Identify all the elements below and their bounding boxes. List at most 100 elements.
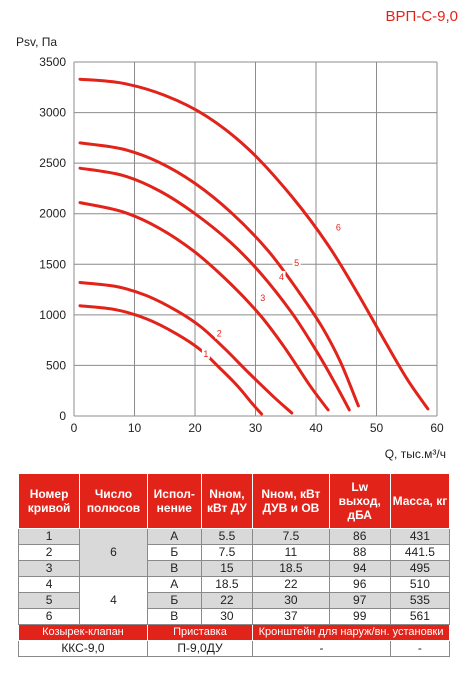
cell-power-duv: 11 [252, 544, 330, 561]
cell-power-duv: 30 [252, 592, 330, 609]
curve-label: 6 [336, 222, 341, 232]
x-ticks: 0 10 20 30 40 50 60 [71, 421, 444, 435]
curves [78, 77, 430, 416]
cell-execution: В [146, 560, 202, 577]
y-tick-label: 3000 [39, 106, 66, 120]
cell-mass: 561 [389, 608, 451, 625]
x-tick-label: 20 [188, 421, 202, 435]
cell-power-du: 30 [200, 608, 254, 625]
cell-power-duv: 22 [252, 576, 330, 593]
grid [73, 61, 438, 417]
cell-lw: 97 [328, 592, 391, 609]
table-header-row: Номер кривой Число полюсов Испол-нение N… [17, 473, 451, 529]
cell-curve: 5 [17, 592, 81, 609]
curve-2 [78, 281, 294, 415]
curve-label-bg [201, 347, 210, 359]
cell-curve: 6 [17, 608, 81, 625]
x-axis-label: Q, тыс.м³/ч [385, 447, 446, 461]
curve-label-bg [334, 221, 343, 233]
cell-lw: 86 [328, 528, 391, 545]
cell-power-duv: 18.5 [252, 560, 330, 577]
y-tick-label: 0 [59, 409, 66, 423]
cell-lw: 94 [328, 560, 391, 577]
curve-label: 3 [260, 293, 265, 303]
cell-lw: 96 [328, 576, 391, 593]
accessory-header-valve: Козырек-клапан [18, 624, 148, 641]
curve-label-bg [277, 270, 286, 282]
y-tick-label: 2000 [39, 207, 66, 221]
curve-label: 1 [203, 349, 208, 359]
curve-label: 2 [217, 329, 222, 339]
curve-label-bg [215, 327, 224, 339]
x-tick-label: 0 [71, 421, 78, 435]
header-lw: Lw выход, дБА [328, 473, 391, 529]
header-power-duv-ov: Nном, кВт ДУВ и ОВ [252, 473, 330, 529]
cell-power-duv: 37 [252, 608, 330, 625]
y-tick-label: 500 [46, 358, 66, 372]
cell-poles: 4 [79, 576, 148, 625]
cell-power-du: 7.5 [200, 544, 254, 561]
table-row: 2 Б 7.5 11 88 441.5 [17, 544, 451, 561]
cell-execution: Б [146, 592, 202, 609]
curve-labels: 12 3 45 6 [201, 221, 343, 359]
cell-mass: 441.5 [389, 544, 451, 561]
header-curve-number: Номер кривой [17, 473, 81, 529]
table-row: 3 В 15 18.5 94 495 [17, 560, 451, 577]
cell-lw: 99 [328, 608, 391, 625]
y-tick-label: 1000 [39, 308, 66, 322]
curve-3 [78, 201, 330, 412]
table-row: 6 В 30 37 99 561 [17, 608, 451, 625]
curve-label: 5 [294, 258, 299, 268]
table-row: 1 6 А 5.5 7.5 86 431 [17, 528, 451, 577]
y-tick-label: 2500 [39, 156, 66, 170]
cell-execution: Б [146, 544, 202, 561]
table-row: 5 Б 22 30 97 535 [17, 592, 451, 609]
cell-execution: В [146, 608, 202, 625]
cell-execution: А [146, 528, 202, 545]
accessory-value-valve: ККС-9,0 [18, 640, 148, 657]
accessory-value-bracket-indoor: - [389, 640, 451, 657]
accessory-header-row: Козырек-клапан Приставка Кронштейн для н… [18, 624, 450, 641]
cell-curve: 4 [17, 576, 81, 593]
cell-power-du: 18.5 [200, 576, 254, 593]
cell-power-du: 22 [200, 592, 254, 609]
curve-6 [78, 77, 430, 411]
cell-curve: 2 [17, 544, 81, 561]
cell-lw: 88 [328, 544, 391, 561]
header-power-du: Nном, кВт ДУ [200, 473, 254, 529]
curve-5 [78, 141, 360, 408]
x-tick-label: 10 [128, 421, 142, 435]
cell-mass: 535 [389, 592, 451, 609]
x-tick-label: 30 [249, 421, 263, 435]
cell-poles: 6 [79, 528, 148, 577]
y-tick-label: 1500 [39, 257, 66, 271]
curve-4 [78, 166, 351, 412]
x-tick-label: 50 [370, 421, 384, 435]
x-tick-label: 60 [430, 421, 444, 435]
cell-power-duv: 7.5 [252, 528, 330, 545]
y-ticks: 0 500 1000 1500 2000 2500 3000 3500 [39, 55, 66, 423]
chart-title: ВРП-С-9,0 [386, 8, 458, 25]
accessory-header-bracket: Кронштейн для наруж/вн. установки [252, 624, 450, 641]
fan-performance-chart: ВРП-С-9,0 Psv, Па Q, тыс.м³/ч 0500100015… [16, 8, 458, 461]
curve-label: 4 [279, 272, 284, 282]
header-execution: Испол-нение [146, 473, 202, 529]
cell-curve: 1 [17, 528, 81, 545]
curve-label-bg [258, 292, 267, 304]
cell-mass: 510 [389, 576, 451, 593]
cell-power-du: 5.5 [200, 528, 254, 545]
y-tick-label: 3500 [39, 55, 66, 69]
cell-mass: 431 [389, 528, 451, 545]
cell-power-du: 15 [200, 560, 254, 577]
accessory-value-adapter: П-9,0ДУ [146, 640, 254, 657]
curve-1 [78, 304, 264, 416]
cell-curve: 3 [17, 560, 81, 577]
curve-label-bg [292, 256, 301, 268]
accessory-value-row: ККС-9,0 П-9,0ДУ - - [18, 640, 451, 657]
accessory-value-bracket-outdoor: - [252, 640, 391, 657]
table-row: 4 4 А 18.5 22 96 510 [17, 576, 451, 625]
header-poles: Число полюсов [79, 473, 148, 529]
x-tick-label: 40 [309, 421, 323, 435]
specs-table: Номер кривой Число полюсов Испол-нение N… [17, 473, 451, 657]
cell-execution: А [146, 576, 202, 593]
